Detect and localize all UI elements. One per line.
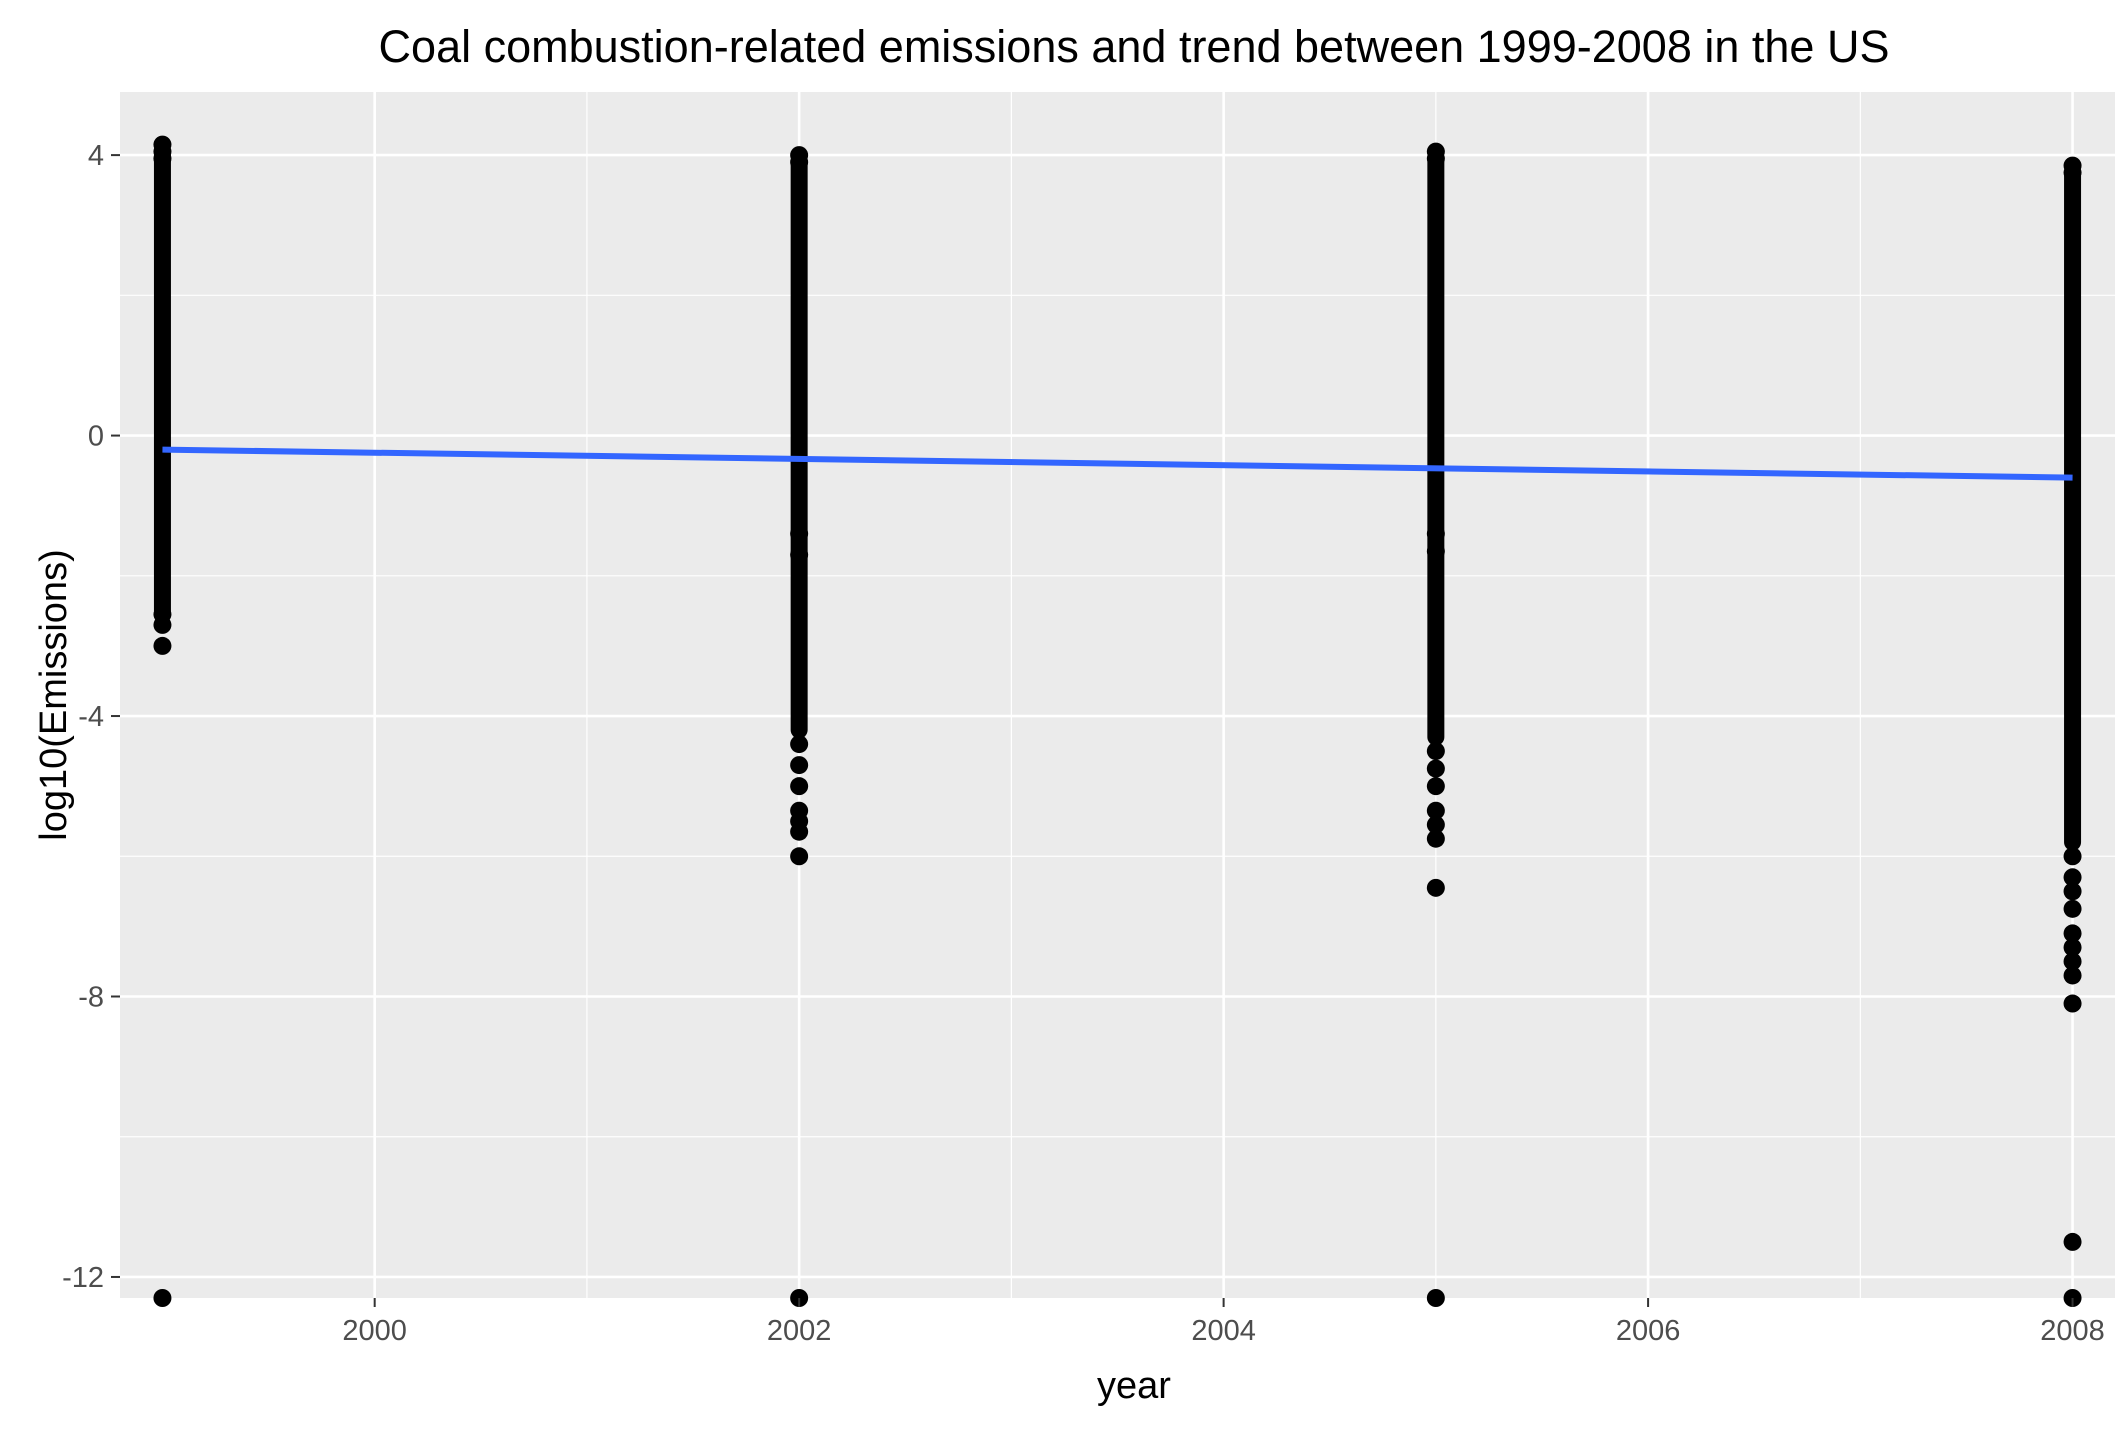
data-point — [2063, 882, 2082, 901]
data-point — [153, 615, 172, 634]
y-tick-label: -8 — [78, 982, 104, 1014]
trend-layer — [162, 446, 2073, 481]
chart-title: Coal combustion-related emissions and tr… — [379, 21, 1890, 72]
data-point — [2063, 163, 2082, 182]
data-point — [1426, 742, 1445, 761]
y-tick-label: -12 — [62, 1262, 104, 1294]
points-layer — [153, 135, 2082, 1307]
data-point — [1426, 759, 1445, 778]
x-tick-label: 2006 — [1616, 1315, 1681, 1347]
x-axis: 2000 2002 2004 2006 2008 — [342, 1298, 2105, 1347]
data-point — [790, 822, 809, 841]
y-tick-label: 4 — [88, 140, 104, 172]
data-point — [1426, 524, 1445, 543]
data-point — [2063, 1232, 2082, 1251]
data-point — [2063, 847, 2082, 866]
data-point — [790, 756, 809, 775]
plot-panel — [120, 92, 2115, 1298]
data-point — [1426, 815, 1445, 834]
data-point — [153, 1289, 172, 1307]
x-tick-label: 2004 — [1191, 1315, 1256, 1347]
y-axis: 4 0 -4 -8 -12 — [62, 140, 120, 1294]
data-point — [153, 636, 172, 655]
trend-line — [162, 446, 2073, 481]
data-point — [2063, 868, 2082, 887]
x-tick-label: 2008 — [2040, 1315, 2105, 1347]
x-tick-label: 2002 — [767, 1315, 832, 1347]
data-point — [790, 777, 809, 796]
y-axis-title: log10(Emissions) — [33, 549, 75, 840]
data-point — [2063, 924, 2082, 943]
data-point — [790, 545, 809, 564]
data-point — [790, 524, 809, 543]
data-point — [2063, 899, 2082, 918]
data-point — [790, 153, 809, 172]
data-point — [1426, 878, 1445, 897]
data-point — [1426, 777, 1445, 796]
data-point — [1426, 542, 1445, 561]
data-point — [2063, 952, 2082, 971]
data-point — [2063, 994, 2082, 1013]
x-axis-title: year — [1097, 1365, 1171, 1407]
data-point — [1426, 829, 1445, 848]
data-point — [2063, 938, 2082, 957]
data-point — [2063, 966, 2082, 985]
data-point — [153, 149, 172, 168]
y-tick-label: 0 — [88, 421, 104, 453]
data-point — [1426, 149, 1445, 168]
data-point — [790, 847, 809, 866]
data-point — [1426, 801, 1445, 820]
data-point — [1426, 1289, 1445, 1307]
y-tick-label: -4 — [78, 701, 104, 733]
data-point — [790, 735, 809, 754]
x-tick-label: 2000 — [342, 1315, 407, 1347]
